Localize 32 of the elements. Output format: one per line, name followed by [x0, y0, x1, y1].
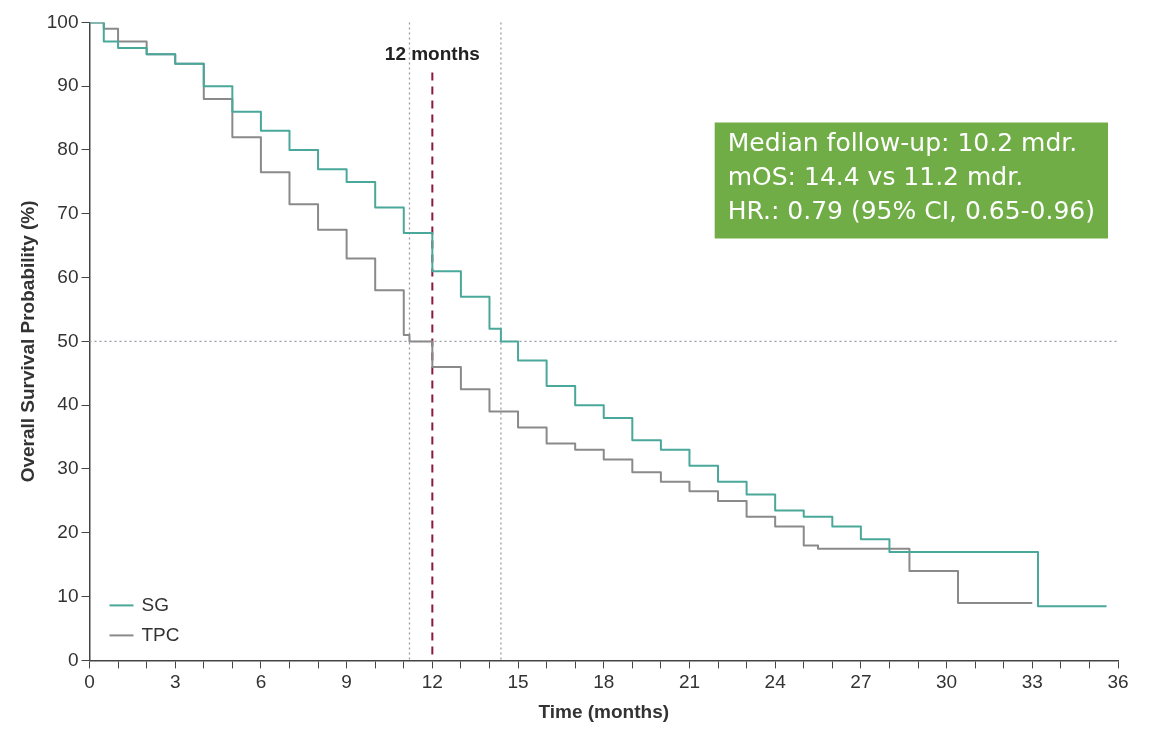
x-tick-label: 12 — [421, 671, 443, 693]
x-tick-label: 3 — [169, 671, 181, 693]
legend-label: TPC — [141, 623, 180, 645]
y-tick-label: 100 — [46, 10, 79, 32]
x-axis-title: Time (months) — [538, 700, 670, 722]
annotation: Median follow-up: 10.2 mdr. — [727, 128, 1078, 158]
y-tick-label: 50 — [57, 329, 79, 351]
y-tick-label: 90 — [57, 74, 79, 96]
x-tick-label: 30 — [936, 671, 958, 693]
y-tick-label: 80 — [57, 138, 79, 160]
y-tick-label: 30 — [57, 457, 79, 479]
x-tick-label: 15 — [507, 671, 529, 693]
x-tick-label: 21 — [678, 671, 701, 693]
x-tick-label: 0 — [84, 671, 95, 693]
x-tick-label: 27 — [850, 671, 872, 693]
y-tick-label: 60 — [57, 265, 79, 287]
y-tick-label: 0 — [67, 648, 79, 670]
x-tick-label: 9 — [341, 671, 352, 693]
annotation: mOS: 14.4 vs 11.2 mdr. — [727, 162, 1024, 192]
x-tick-label: 24 — [764, 671, 787, 693]
y-tick-label: 20 — [57, 521, 79, 543]
ref-line-label: 12 months — [384, 43, 480, 65]
x-tick-label: 6 — [255, 671, 267, 693]
y-tick-label: 10 — [57, 584, 79, 606]
legend-label: SG — [141, 593, 169, 615]
y-tick-label: 70 — [57, 202, 79, 224]
y-tick-label: 40 — [57, 393, 79, 415]
annotation: HR.: 0.79 (95% CI, 0.65-0.96) — [727, 196, 1096, 226]
x-tick-label: 36 — [1107, 671, 1129, 693]
x-tick-label: 18 — [593, 671, 615, 693]
x-tick-label: 33 — [1021, 671, 1043, 693]
y-axis-title: Overall Survival Probability (%) — [16, 200, 38, 483]
